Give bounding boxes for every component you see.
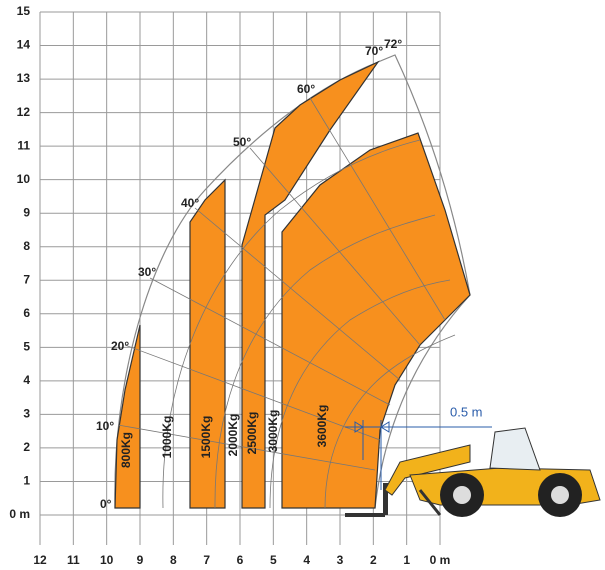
radial [194,207,401,381]
dim-arrow [354,421,364,433]
boom-arcs [117,97,456,509]
forks [345,513,385,517]
x-tick-label: 11 [67,553,80,567]
radial [249,147,421,346]
y-tick-label: 5 [23,340,30,354]
cab [489,427,541,471]
hub [551,486,569,504]
x-tick-label: 6 [237,553,244,567]
zone-2500 [241,60,380,509]
angle-label: 70° [365,44,383,58]
x-tick-label: 10 [100,553,114,567]
boom [384,444,471,496]
load-label: 3000Kg [266,410,280,453]
load-label: 3600Kg [315,405,329,448]
x-tick-label: 3 [337,553,344,567]
arc [214,214,436,509]
load-label: 800Kg [119,432,133,468]
radial [309,97,446,321]
angle-label: 10° [96,419,114,433]
load-zones [114,54,471,509]
y-tick-label: 8 [23,239,30,253]
y-tick-label: 0 m [9,507,30,521]
angle-label: 40° [181,196,199,210]
y-tick-label: 11 [17,138,30,152]
load-labels: 800Kg 1000Kg 1500Kg 2000Kg 2500Kg 3000Kg… [119,405,329,468]
hub [453,486,471,504]
x-tick-label: 8 [170,553,177,567]
load-label: 1000Kg [160,416,174,459]
arc [269,279,451,509]
load-label: 1500Kg [199,416,213,459]
dimension: 0.5 m [345,404,492,490]
telehandler [345,427,601,517]
x-tick-label: 2 [370,553,377,567]
radial [117,424,376,471]
zone-1500 [189,178,226,509]
y-tick-label: 3 [23,407,30,421]
x-tick-label: 5 [270,553,277,567]
x-tick-label: 0 m [430,553,451,567]
y-tick-label: 14 [17,38,31,52]
y-tick-label: 1 [23,474,30,488]
zone-3600 [281,132,471,509]
arc [324,334,456,509]
x-tick-label: 7 [203,553,210,567]
y-tick-label: 10 [17,172,31,186]
arc [162,139,421,509]
radial [149,277,391,406]
angle-label: 0° [100,497,112,511]
y-tick-label: 12 [17,105,31,119]
radial [124,344,381,441]
y-tick-label: 15 [17,4,31,18]
angle-labels: 0° 10° 20° 30° 40° 50° 60° 70° 72° [96,37,402,511]
zone-800 [114,324,141,509]
y-tick-label: 7 [23,272,30,286]
load-label: 2500Kg [245,412,259,455]
carriage [383,483,388,515]
x-tick-label: 9 [137,553,144,567]
y-tick-label: 9 [23,205,30,219]
angle-label: 72° [384,37,402,51]
y-tick-label: 13 [17,71,31,85]
y-tick-label: 6 [23,306,30,320]
dimension-label: 0.5 m [450,404,483,419]
x-tick-label: 4 [303,553,310,567]
angle-label: 60° [297,82,315,96]
angle-label: 30° [138,265,156,279]
angle-label: 50° [233,135,251,149]
x-tick-label: 1 [403,553,410,567]
stabilizer [418,489,442,516]
y-tick-label: 4 [23,373,30,387]
load-label: 2000Kg [226,414,240,457]
angle-label: 20° [111,339,129,353]
dim-arrow [380,421,390,433]
x-tick-label: 12 [33,553,47,567]
y-tick-label: 2 [23,440,30,454]
